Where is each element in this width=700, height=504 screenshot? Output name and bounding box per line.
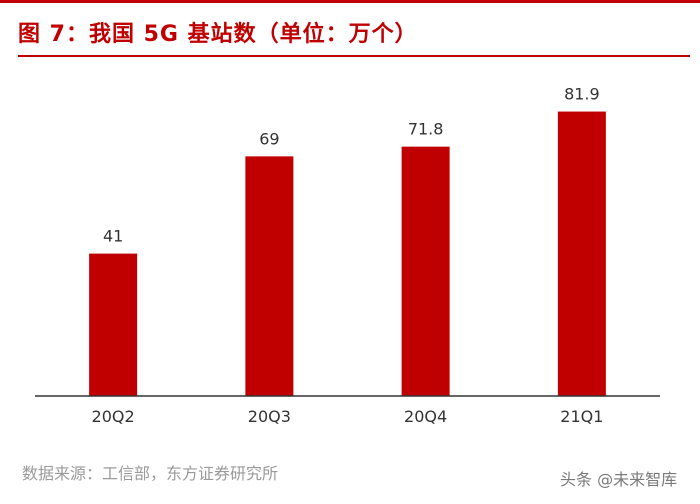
- bar-20Q3: [245, 156, 294, 396]
- source-note: 数据来源：工信部，东方证券研究所: [22, 464, 279, 483]
- x-tick-labels-layer: 20Q2 20Q3 20Q4 21Q1: [92, 407, 604, 426]
- data-labels-layer: 41 69 71.8 81.9: [103, 85, 600, 246]
- bar-chart: 41 69 71.8 81.9 20Q2 20Q3 20Q4 21Q1: [35, 85, 660, 426]
- watermark: 头条 @未来智库: [560, 466, 677, 490]
- bar-20Q4: [401, 146, 450, 396]
- x-tick-21Q1: 21Q1: [560, 407, 603, 426]
- bars-layer: [89, 111, 606, 396]
- data-label-20Q4: 71.8: [408, 120, 444, 139]
- x-tick-20Q2: 20Q2: [92, 407, 135, 426]
- data-label-21Q1: 81.9: [564, 85, 600, 104]
- chart-title: 图 7：我国 5G 基站数（单位：万个）: [18, 22, 418, 47]
- top-accent-rule: [0, 0, 700, 3]
- data-label-20Q2: 41: [103, 227, 123, 246]
- data-label-20Q3: 69: [259, 129, 279, 148]
- title-underline: [18, 55, 690, 57]
- bar-21Q1: [557, 111, 606, 396]
- x-tick-20Q3: 20Q3: [248, 407, 291, 426]
- bar-20Q2: [89, 253, 138, 396]
- x-tick-20Q4: 20Q4: [404, 407, 447, 426]
- watermark-text: 头条 @未来智库: [560, 470, 678, 489]
